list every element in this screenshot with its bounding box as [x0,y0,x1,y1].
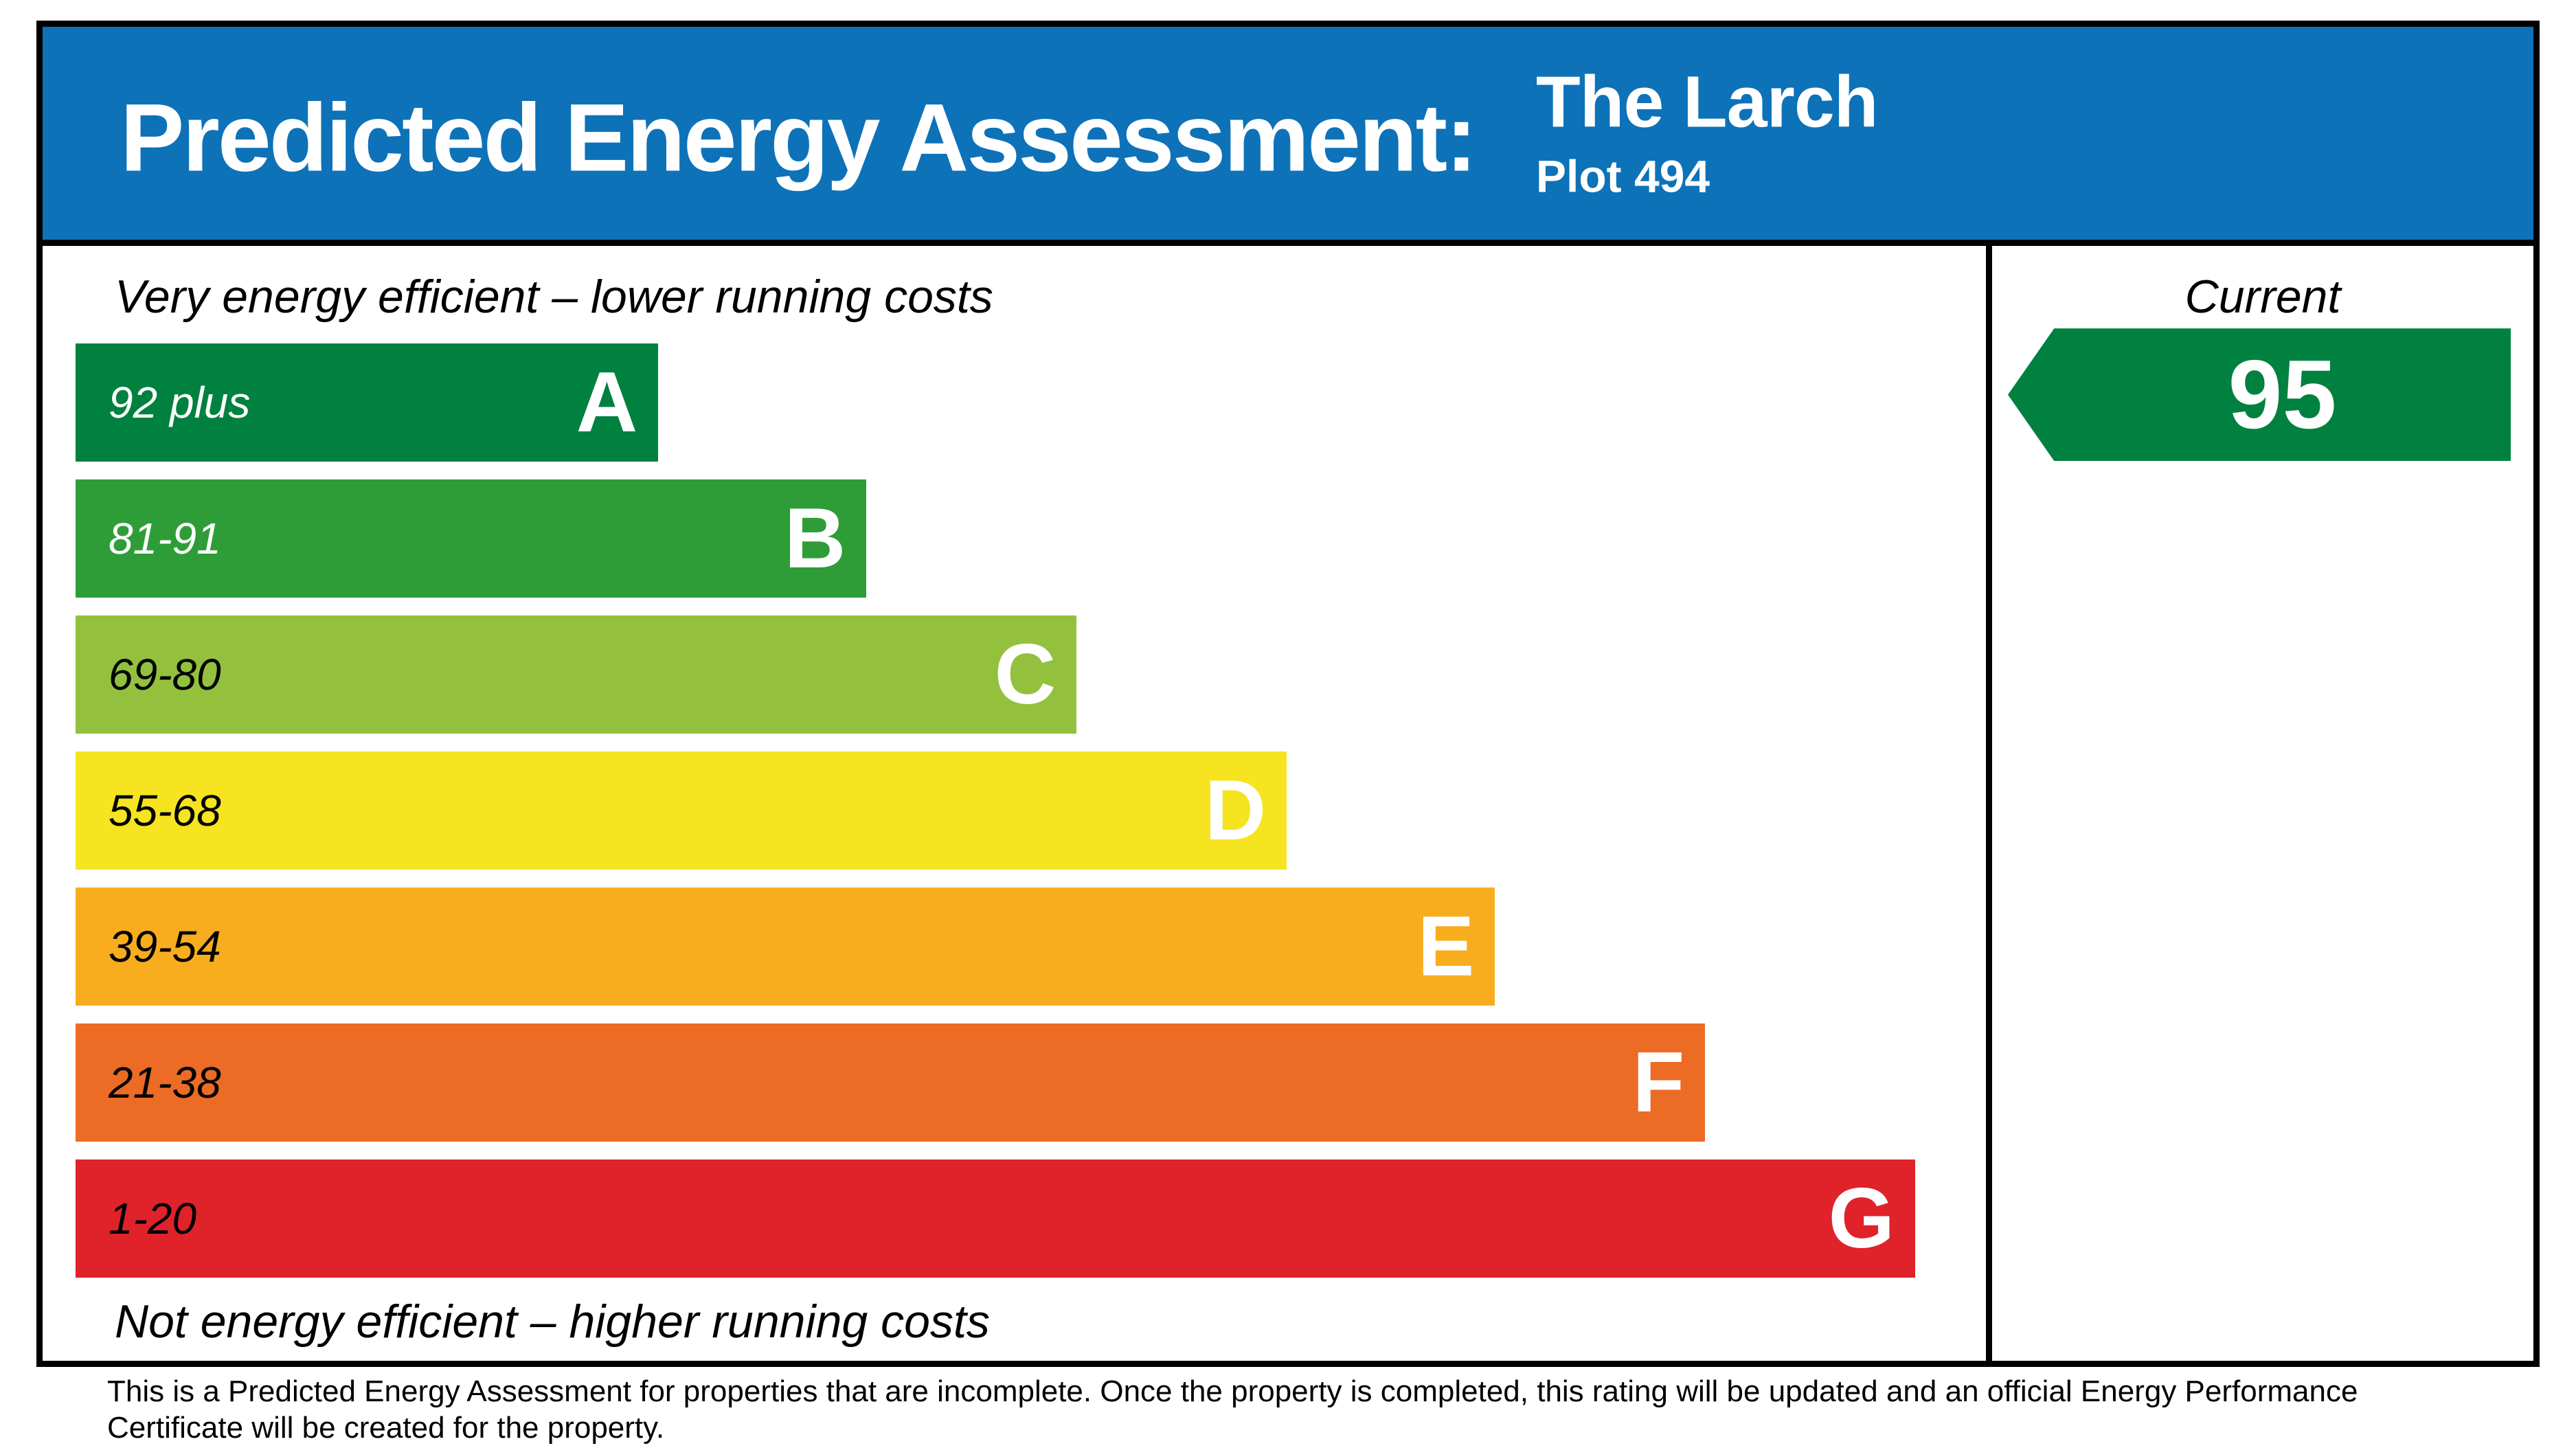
band-grade-b: B [784,491,846,587]
top-caption: Very energy efficient – lower running co… [115,271,993,323]
band-grade-f: F [1632,1035,1685,1131]
band-row-e: 39-54 E [76,887,1986,1006]
band-row-a: 92 plus A [76,343,1986,462]
band-grade-a: A [576,355,638,451]
band-range-d: 55-68 [109,786,221,836]
band-bar-f: 21-38 F [76,1023,1706,1142]
band-grade-e: E [1417,899,1475,995]
band-range-f: 21-38 [109,1058,221,1108]
current-rating-value: 95 [2228,339,2337,449]
band-range-e: 39-54 [109,922,221,972]
band-row-c: 69-80 C [76,615,1986,734]
page-title: Predicted Energy Assessment: [120,83,1478,192]
rating-bands: 92 plus A 81-91 B 69-80 C [76,343,1986,1278]
panel-divider [1986,246,1992,1361]
current-rating-panel: Current 95 [1992,246,2533,1361]
band-range-c: 69-80 [109,650,221,700]
band-row-b: 81-91 B [76,479,1986,598]
band-range-b: 81-91 [109,514,221,564]
current-rating-arrow: 95 [2008,328,2511,462]
band-bar-c: 69-80 C [76,615,1077,734]
band-row-f: 21-38 F [76,1023,1986,1142]
rating-content: Very energy efficient – lower running co… [43,246,2533,1361]
band-bar-b: 81-91 B [76,479,867,598]
band-bar-a: 92 plus A [76,343,659,462]
band-bar-g: 1-20 G [76,1159,1916,1278]
footnote: This is a Predicted Energy Assessment fo… [107,1374,2560,1447]
band-grade-g: G [1828,1171,1895,1267]
band-grade-d: D [1204,763,1267,859]
band-row-d: 55-68 D [76,751,1986,870]
plot-number: Plot 494 [1536,150,1710,202]
band-row-g: 1-20 G [76,1159,1986,1278]
property-block: The Larch Plot 494 [1536,61,1879,202]
current-column-header: Current [2184,271,2341,323]
property-name: The Larch [1536,61,1879,143]
certificate-frame: Predicted Energy Assessment: The Larch P… [36,21,2540,1367]
band-bar-e: 39-54 E [76,887,1495,1006]
band-range-a: 92 plus [109,378,251,428]
bottom-caption: Not energy efficient – higher running co… [115,1296,990,1348]
footnote-line-2: Certificate will be created for the prop… [107,1410,665,1445]
rating-chart: Very energy efficient – lower running co… [43,246,1986,1361]
header: Predicted Energy Assessment: The Larch P… [43,27,2533,246]
footnote-line-1: This is a Predicted Energy Assessment fo… [107,1375,2358,1408]
band-grade-c: C [994,627,1057,723]
band-range-g: 1-20 [109,1194,197,1244]
band-bar-d: 55-68 D [76,751,1287,870]
